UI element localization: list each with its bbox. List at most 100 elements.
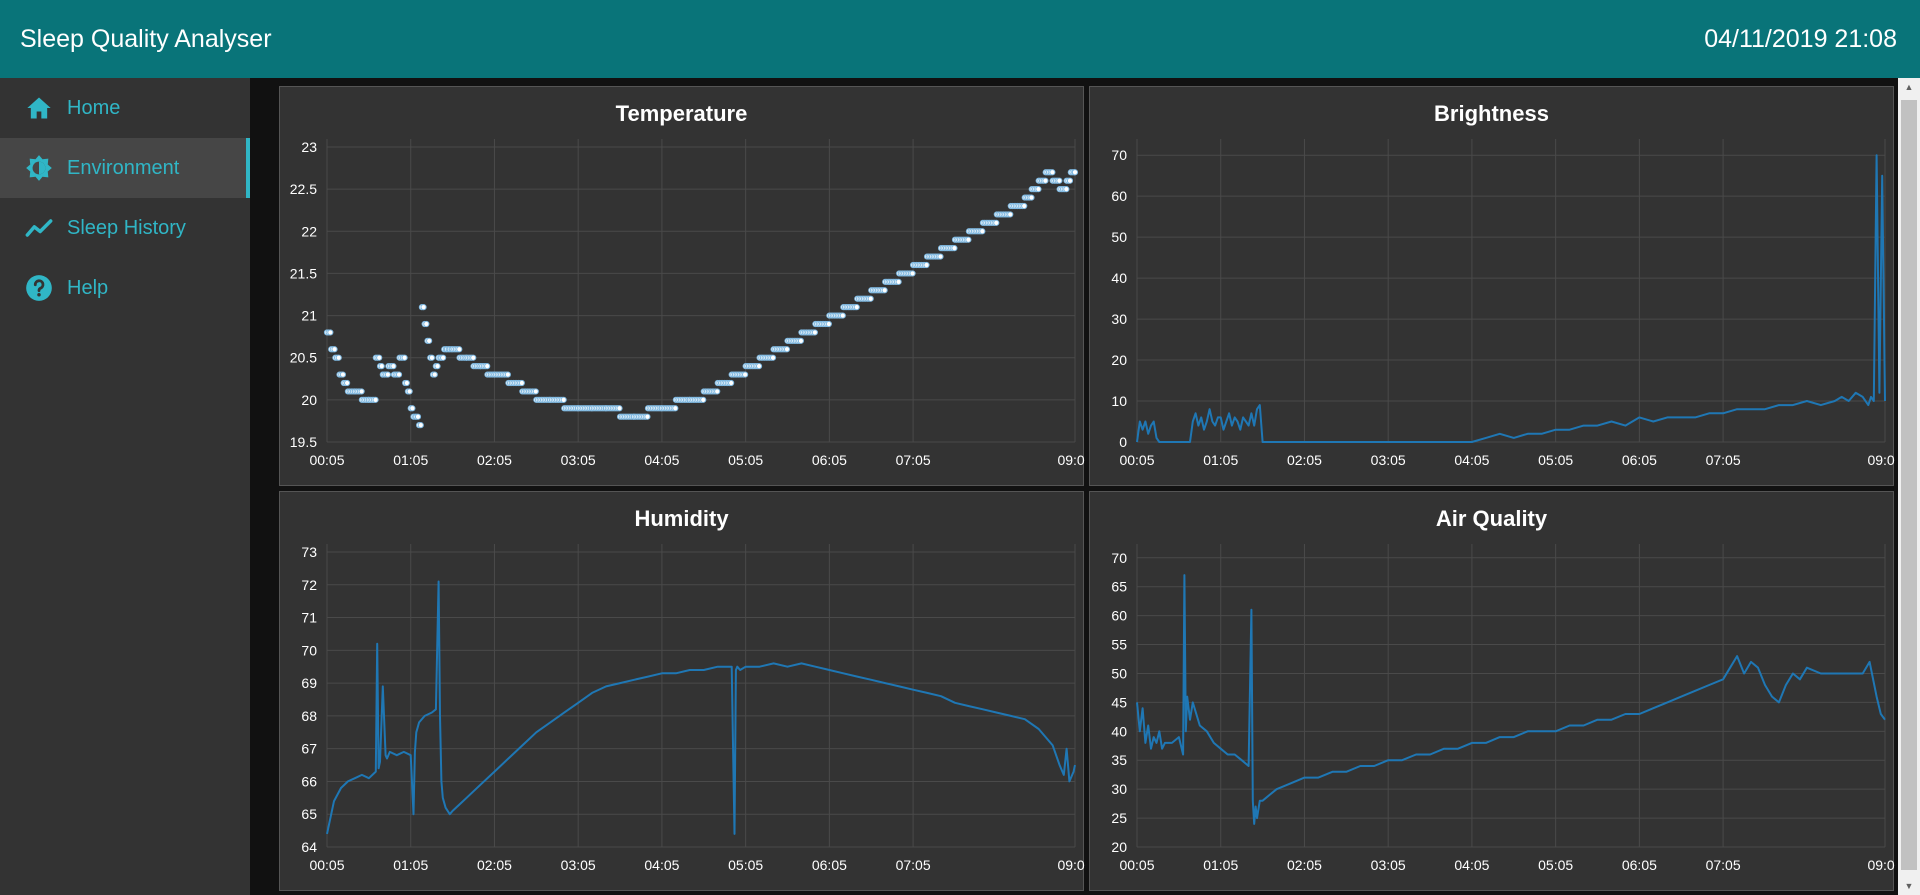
scatter-point [825,320,832,328]
x-tick-label: 03:05 [1371,857,1406,873]
x-tick-label: 04:05 [644,452,679,468]
scatter-point [1056,177,1063,184]
y-tick-label: 69 [301,675,317,691]
page-scrollbar[interactable]: ▲ ▼ [1898,78,1920,895]
x-tick-label: 00:05 [1119,857,1154,873]
y-tick-label: 21 [301,308,317,324]
y-tick-label: 66 [301,773,317,789]
scatter-point [951,245,958,252]
temperature-chart-card: Temperature 19.5 20 20.5 21 21.5 22 22.5 23 00:0… [279,86,1085,486]
scatter-point [339,371,347,378]
y-tick-label: 25 [1111,810,1127,826]
sidebar-item-sleep-history[interactable]: Sleep History [0,198,250,258]
y-tick-label: 50 [1111,665,1127,681]
scatter-point [1066,177,1074,184]
scatter-point [428,354,436,361]
scatter-point [417,422,424,429]
scatter-point [895,278,902,285]
y-tick-label: 30 [1111,781,1127,797]
x-tick-label: 01:05 [1203,452,1238,468]
scatter-point [423,320,430,328]
scatter-point [395,371,403,378]
scatter-point [909,270,916,277]
scatter-point [783,346,791,353]
scroll-down-icon[interactable]: ▼ [1904,881,1914,891]
scatter-point [853,304,860,311]
x-tick-label: 04:05 [1454,452,1489,468]
scatter-point [1071,169,1079,176]
scatter-point [327,329,334,336]
x-tick-label: 04:05 [644,857,679,873]
x-tick-label: 02:05 [477,452,512,468]
chart-title: Brightness [1434,101,1549,126]
scatter-point [518,379,525,387]
scatter-point [741,371,749,378]
temperature-chart: 19.5 20 20.5 21 21.5 22 22.5 23 00:05 01:05 02:05 0… [290,139,1085,468]
sidebar: Home Environment Sleep History Help [0,78,250,895]
x-tick-label: 09:01 [1057,857,1085,873]
x-tick-label: 02:05 [477,857,512,873]
humidity-chart: 64 65 66 67 68 69 70 71 72 73 00:05 01:05 02:05 03:05… [301,544,1085,873]
series-line [1136,154,1886,443]
scatter-point [979,228,986,235]
scatter-point [335,354,342,361]
scroll-up-icon[interactable]: ▲ [1904,82,1914,92]
scatter-point [644,413,651,420]
x-tick-label: 05:05 [1538,857,1573,873]
scatter-point [769,354,777,361]
air-quality-chart: 20 25 30 35 40 45 50 55 60 65 70 00:05 01:05 02:05 03:… [1111,544,1895,873]
y-tick-label: 70 [1111,147,1127,163]
y-tick-label: 21.5 [290,265,317,281]
y-tick-label: 68 [301,708,317,724]
y-tick-label: 70 [301,642,317,658]
y-tick-label: 20 [1111,352,1127,368]
scatter-point [728,379,735,387]
y-tick-label: 73 [301,544,317,560]
scatter-point [401,354,408,361]
scatter-point [504,371,511,378]
sidebar-item-label: Home [67,96,121,119]
scatter-point [372,396,379,403]
scatter-point [700,396,707,403]
scrollbar-thumb[interactable] [1901,100,1917,870]
chart-title: Temperature [615,101,748,126]
y-tick-label: 60 [1111,188,1127,204]
scatter-point [358,388,365,395]
y-tick-label: 20 [1111,839,1127,855]
series-line [326,580,1076,835]
x-tick-label: 06:05 [812,857,847,873]
y-tick-label: 30 [1111,311,1127,327]
sidebar-item-help[interactable]: Help [0,258,250,318]
x-tick-label: 03:05 [561,857,596,873]
x-tick-label: 00:05 [309,857,344,873]
sidebar-item-home[interactable]: Home [0,78,250,138]
scatter-point [797,337,805,344]
x-tick-label: 05:05 [1538,452,1573,468]
scatter-point [331,346,338,353]
scatter-point [1035,186,1042,193]
x-tick-label: 09:01 [1867,452,1895,468]
x-tick-label: 01:05 [393,452,428,468]
app-title: Sleep Quality Analyser [20,24,272,53]
x-tick-label: 06:05 [1622,857,1657,873]
y-tick-label: 65 [301,806,317,822]
y-tick-label: 50 [1111,229,1127,245]
y-tick-label: 35 [1111,752,1127,768]
scatter-point [1049,169,1056,176]
scatter-point [993,219,1000,226]
y-tick-label: 40 [1111,270,1127,286]
y-tick-label: 22 [301,223,317,239]
y-tick-label: 65 [1111,579,1127,595]
scatter-point [1007,211,1014,218]
x-tick-label: 07:05 [896,452,931,468]
sidebar-item-label: Sleep History [67,216,186,239]
y-tick-label: 10 [1111,393,1127,409]
x-tick-label: 07:05 [1706,452,1741,468]
scatter-point [470,354,477,361]
x-tick-label: 03:05 [561,452,596,468]
chart-title: Humidity [634,506,729,531]
x-tick-label: 07:05 [1706,857,1741,873]
y-tick-label: 20.5 [290,350,317,366]
sidebar-item-environment[interactable]: Environment [0,138,250,198]
x-tick-label: 07:05 [896,857,931,873]
